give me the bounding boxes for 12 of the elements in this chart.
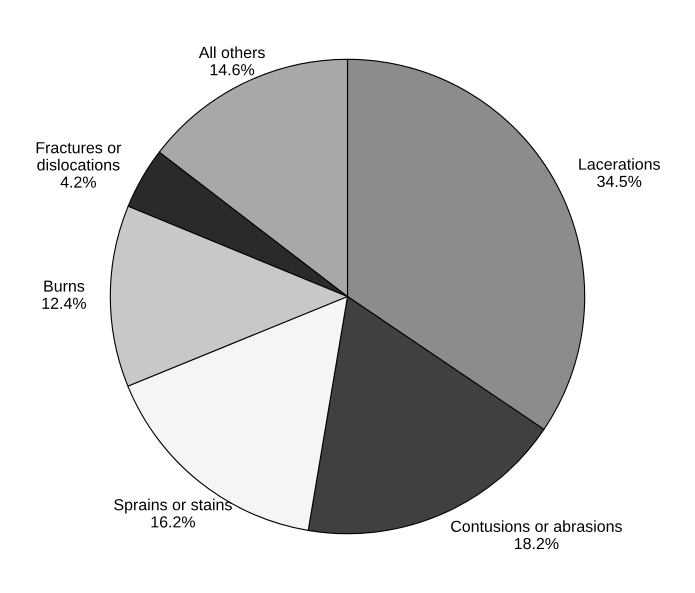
slice-label: Burns — [44, 280, 84, 292]
data-label: 34.5% — [597, 176, 642, 188]
data-label: 14.6% — [210, 64, 254, 76]
slice-label: All others — [198, 46, 265, 58]
slice-label: Contusions or abrasions — [451, 520, 622, 532]
data-label: 4.2% — [60, 176, 96, 188]
data-label: 12.4% — [42, 298, 86, 309]
data-label: 18.2% — [514, 538, 558, 550]
slice-label: Lacerations — [579, 158, 660, 170]
data-label: 16.2% — [152, 516, 196, 528]
slice-label: Fractures or dislocations — [36, 142, 122, 171]
slice-label: Sprains or stains — [114, 498, 232, 514]
